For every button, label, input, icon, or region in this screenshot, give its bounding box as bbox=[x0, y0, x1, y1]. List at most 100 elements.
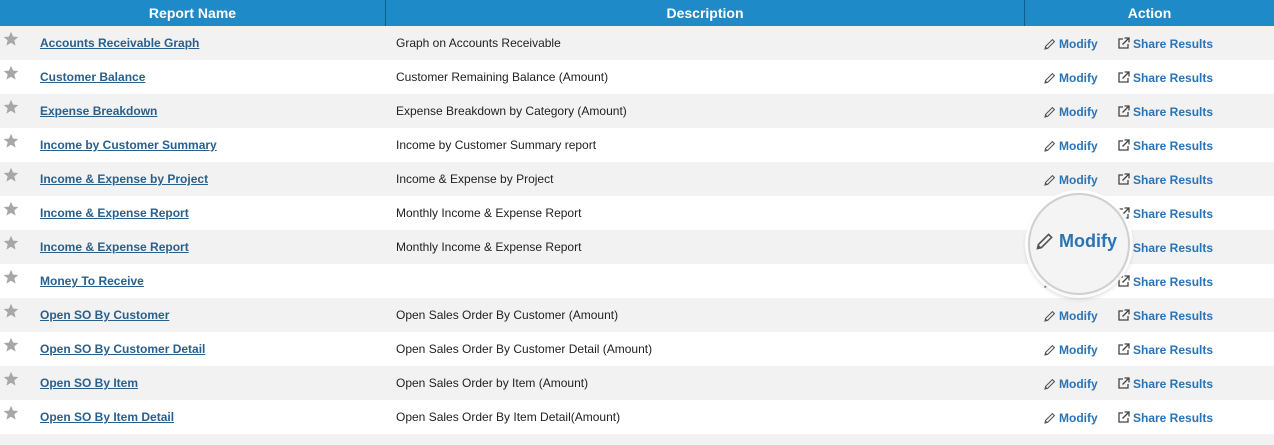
report-description: Open Sales Order By Item Detail(Amount) bbox=[396, 410, 621, 424]
share-results-button[interactable]: Share Results bbox=[1117, 241, 1213, 255]
external-link-icon bbox=[1117, 173, 1133, 187]
share-results-button[interactable]: Share Results bbox=[1117, 275, 1213, 289]
pencil-icon bbox=[1044, 37, 1059, 51]
favorite-star-icon[interactable] bbox=[3, 31, 19, 47]
share-results-button[interactable]: Share Results bbox=[1117, 377, 1213, 391]
report-description: Expense Breakdown by Category (Amount) bbox=[396, 104, 627, 118]
share-label: Share Results bbox=[1133, 37, 1214, 51]
modify-button[interactable]: Modify bbox=[1044, 411, 1098, 425]
report-link[interactable]: Money To Receive bbox=[40, 274, 144, 288]
favorite-star-icon[interactable] bbox=[3, 201, 19, 217]
report-description: Open Sales Order By Customer Detail (Amo… bbox=[396, 342, 653, 356]
report-link[interactable]: Income & Expense by Project bbox=[40, 172, 209, 186]
external-link-icon bbox=[1117, 37, 1133, 51]
modify-label: Modify bbox=[1059, 411, 1098, 425]
pencil-icon bbox=[1036, 233, 1053, 250]
external-link-icon bbox=[1117, 139, 1133, 153]
report-link[interactable]: Open SO By Customer Detail bbox=[40, 342, 206, 356]
pencil-icon bbox=[1044, 343, 1059, 357]
modify-label: Modify bbox=[1059, 71, 1098, 85]
share-results-button[interactable]: Share Results bbox=[1117, 71, 1213, 85]
report-description: Monthly Income & Expense Report bbox=[396, 206, 582, 220]
table-row: Open SO By Item Detail Open Sales Order B… bbox=[0, 400, 1274, 434]
favorite-star-icon[interactable] bbox=[3, 167, 19, 183]
favorite-star-icon[interactable] bbox=[3, 99, 19, 115]
favorite-star-icon[interactable] bbox=[3, 371, 19, 387]
share-results-button[interactable]: Share Results bbox=[1117, 411, 1213, 425]
external-link-icon bbox=[1117, 343, 1133, 357]
share-results-button[interactable]: Share Results bbox=[1117, 37, 1213, 51]
magnified-modify-label: Modify bbox=[1059, 231, 1117, 251]
table-row: Income by Customer Summary Income by Cust… bbox=[0, 128, 1274, 162]
share-results-button[interactable]: Share Results bbox=[1117, 343, 1213, 357]
report-description: Monthly Income & Expense Report bbox=[396, 240, 582, 254]
report-link[interactable]: Open SO By Item bbox=[40, 376, 139, 390]
external-link-icon bbox=[1117, 71, 1133, 85]
table-header: Report Name Description Action bbox=[0, 0, 1274, 26]
modify-button[interactable]: Modify bbox=[1044, 343, 1098, 357]
share-label: Share Results bbox=[1133, 411, 1214, 425]
favorite-star-icon[interactable] bbox=[3, 405, 19, 421]
modify-button[interactable]: Modify bbox=[1044, 173, 1098, 187]
table-row: Open SO By Customer Open Sales Order By C… bbox=[0, 298, 1274, 332]
report-description: Income by Customer Summary report bbox=[396, 138, 597, 152]
report-link[interactable]: Open SO By Item Detail bbox=[40, 410, 175, 424]
modify-label: Modify bbox=[1059, 37, 1098, 51]
table-row: Income & Expense by Project Income & Expe… bbox=[0, 162, 1274, 196]
modify-label: Modify bbox=[1059, 309, 1098, 323]
modify-button[interactable]: Modify bbox=[1044, 377, 1098, 391]
report-link[interactable]: Income & Expense Report bbox=[40, 206, 189, 220]
share-results-button[interactable]: Share Results bbox=[1117, 207, 1213, 221]
share-label: Share Results bbox=[1133, 275, 1214, 289]
favorite-star-icon[interactable] bbox=[3, 235, 19, 251]
report-link[interactable]: Accounts Receivable Graph bbox=[40, 36, 200, 50]
table-row: Open SO By Customer Detail Open Sales Ord… bbox=[0, 332, 1274, 366]
table-row: Open SO By Item Open Sales Order by Item … bbox=[0, 366, 1274, 400]
header-description: Description bbox=[666, 5, 744, 21]
modify-button[interactable]: Modify bbox=[1044, 37, 1098, 51]
favorite-star-icon[interactable] bbox=[3, 133, 19, 149]
external-link-icon bbox=[1117, 377, 1133, 391]
modify-label: Modify bbox=[1059, 105, 1098, 119]
report-link[interactable]: Customer Balance bbox=[40, 70, 146, 84]
report-link[interactable]: Income by Customer Summary bbox=[40, 138, 217, 152]
modify-label: Modify bbox=[1059, 173, 1098, 187]
report-description: Graph on Accounts Receivable bbox=[396, 36, 561, 50]
report-description: Open Sales Order By Customer (Amount) bbox=[396, 308, 619, 322]
favorite-star-icon[interactable] bbox=[3, 269, 19, 285]
modify-button[interactable]: Modify bbox=[1044, 139, 1098, 153]
magnified-modify-button: Modify bbox=[1036, 231, 1117, 252]
pencil-icon bbox=[1044, 377, 1059, 391]
favorite-star-icon[interactable] bbox=[3, 303, 19, 319]
report-description: Open Sales Order by Item (Amount) bbox=[396, 376, 589, 390]
share-label: Share Results bbox=[1133, 173, 1214, 187]
modify-button[interactable]: Modify bbox=[1044, 105, 1098, 119]
zoom-magnifier: Modify bbox=[1028, 193, 1130, 295]
report-link[interactable]: Open SO By Customer bbox=[40, 308, 170, 322]
share-results-button[interactable]: Share Results bbox=[1117, 309, 1213, 323]
modify-button[interactable]: Modify bbox=[1044, 71, 1098, 85]
share-results-button[interactable]: Share Results bbox=[1117, 105, 1213, 119]
external-link-icon bbox=[1117, 309, 1133, 323]
share-label: Share Results bbox=[1133, 241, 1214, 255]
header-action: Action bbox=[1127, 5, 1172, 21]
share-label: Share Results bbox=[1133, 139, 1214, 153]
pencil-icon bbox=[1044, 309, 1059, 323]
favorite-star-icon[interactable] bbox=[3, 65, 19, 81]
report-description: Income & Expense by Project bbox=[396, 172, 554, 186]
report-link[interactable]: Expense Breakdown bbox=[40, 104, 158, 118]
pencil-icon bbox=[1044, 139, 1059, 153]
pencil-icon bbox=[1044, 173, 1059, 187]
favorite-star-icon[interactable] bbox=[3, 337, 19, 353]
pencil-icon bbox=[1044, 105, 1059, 119]
table-row-partial bbox=[0, 434, 1274, 445]
modify-button[interactable]: Modify bbox=[1044, 309, 1098, 323]
share-results-button[interactable]: Share Results bbox=[1117, 139, 1213, 153]
share-results-button[interactable]: Share Results bbox=[1117, 173, 1213, 187]
report-link[interactable]: Income & Expense Report bbox=[40, 240, 189, 254]
share-label: Share Results bbox=[1133, 343, 1214, 357]
external-link-icon bbox=[1117, 275, 1133, 289]
external-link-icon bbox=[1117, 411, 1133, 425]
report-description: Customer Remaining Balance (Amount) bbox=[396, 70, 609, 84]
pencil-icon bbox=[1044, 411, 1059, 425]
